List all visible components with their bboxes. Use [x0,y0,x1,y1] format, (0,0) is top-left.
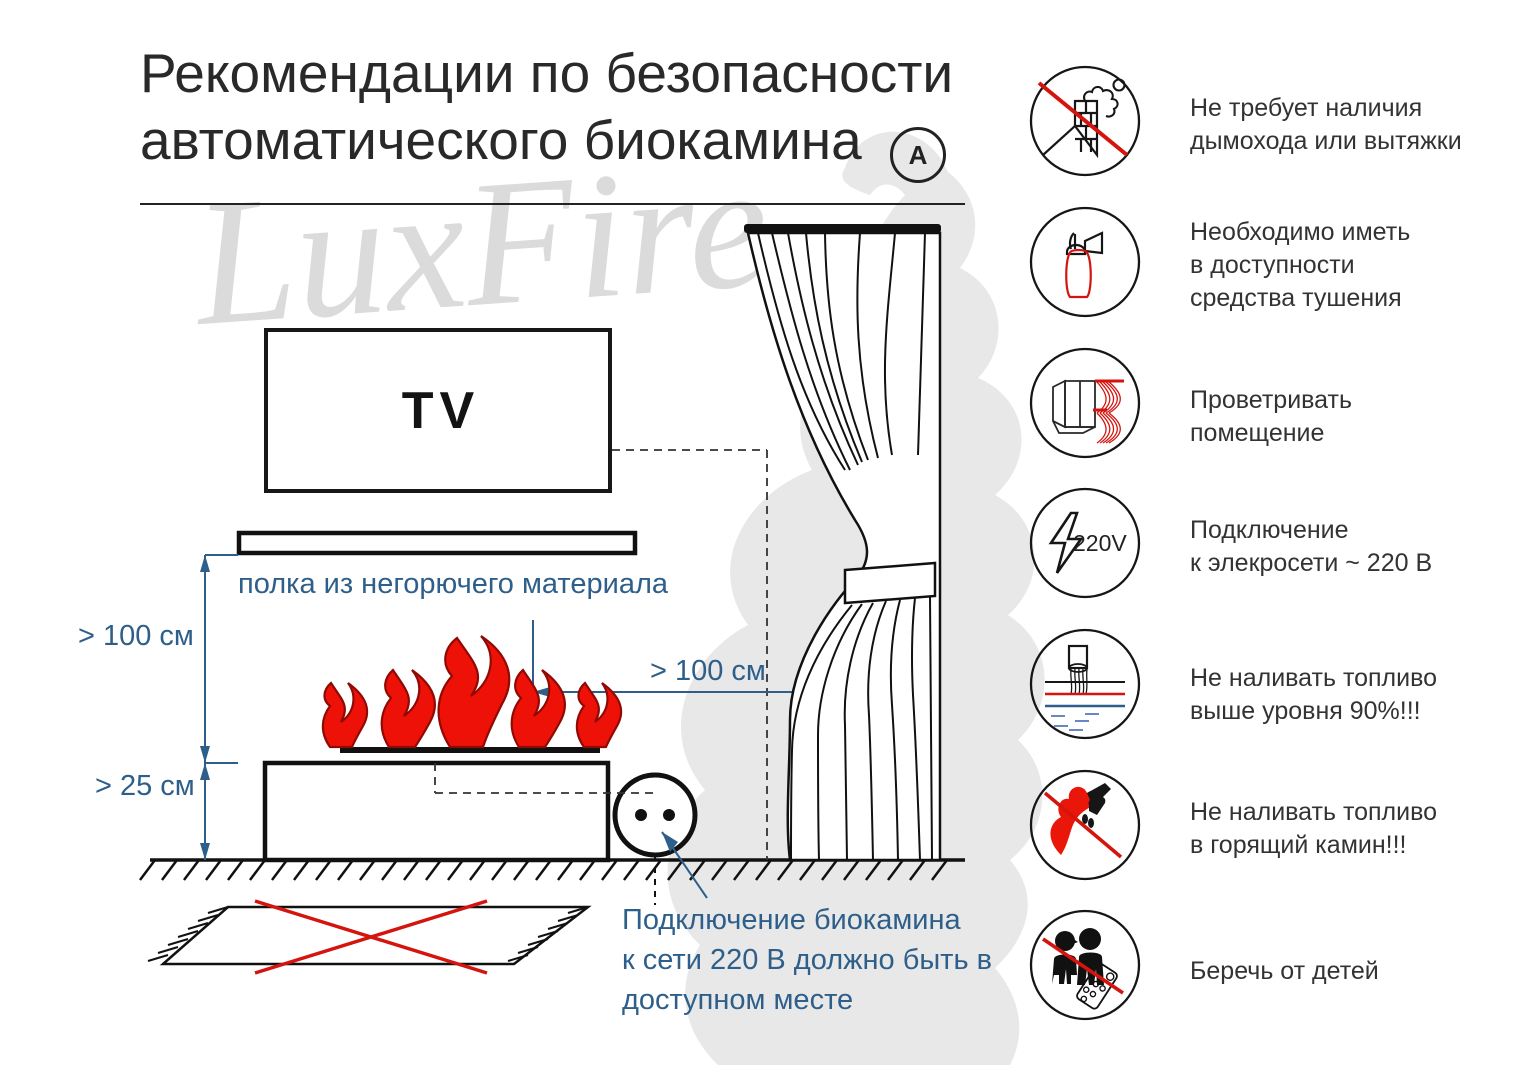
svg-text:220V: 220V [1073,530,1127,556]
